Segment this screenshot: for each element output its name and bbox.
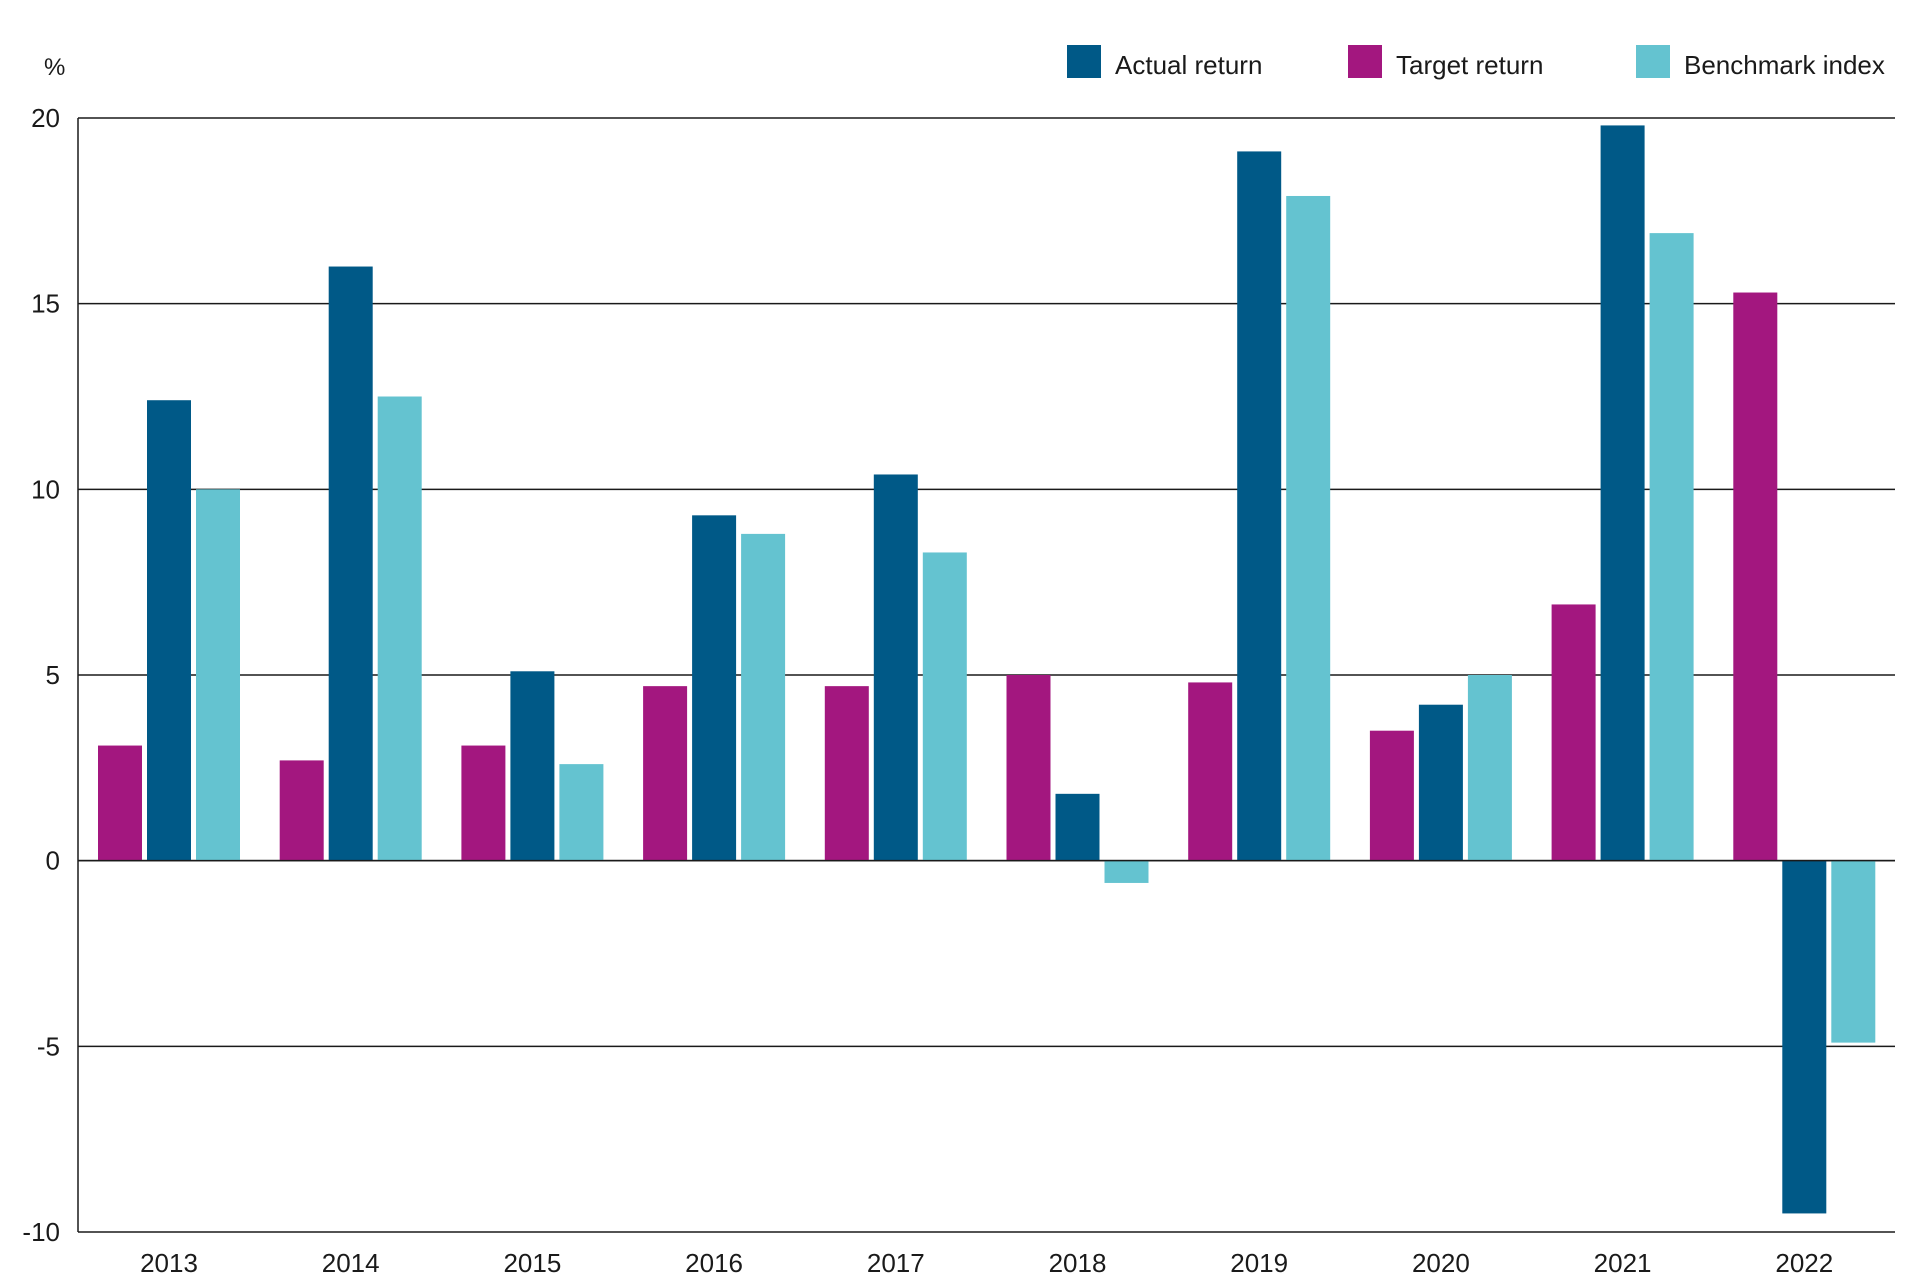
bar-benchmark-index-2019 [1286,195,1331,861]
bar-benchmark-index-2018 [1104,860,1149,883]
x-tick-label: 2015 [503,1248,561,1278]
bar-benchmark-index-2017 [922,552,967,861]
x-tick-label: 2022 [1775,1248,1833,1278]
legend-swatch [1636,45,1670,78]
bar-target-return-2021 [1551,604,1596,861]
bar-target-return-2022 [1733,292,1778,861]
bar-target-return-2019 [1188,682,1233,861]
x-tick-label: 2014 [322,1248,380,1278]
x-tick-label: 2013 [140,1248,198,1278]
x-tick-label: 2018 [1049,1248,1107,1278]
bar-actual-return-2014 [328,266,373,861]
bar-benchmark-index-2020 [1467,675,1512,861]
bar-target-return-2017 [824,686,869,861]
legend-item-label: Actual return [1115,50,1262,80]
bar-actual-return-2015 [510,671,555,861]
bar-benchmark-index-2014 [377,396,422,861]
bar-benchmark-index-2013 [196,489,240,861]
bar-benchmark-index-2022 [1831,860,1876,1043]
y-tick-label: 20 [31,103,60,133]
x-tick-label: 2017 [867,1248,925,1278]
y-tick-label: 0 [46,846,60,876]
bar-target-return-2014 [279,760,324,861]
legend-swatch [1067,45,1101,78]
bar-actual-return-2022 [1782,860,1827,1214]
y-tick-label: 5 [46,660,60,690]
legend: Actual return Target return Benchmark inde… [1067,45,1885,80]
y-tick-label: -5 [37,1031,60,1061]
bar-target-return-2013 [98,745,142,861]
bar-actual-return-2018 [1055,793,1100,861]
x-tick-label: 2020 [1412,1248,1470,1278]
y-axis-label: % [44,54,65,81]
legend-item-label: Benchmark index [1684,50,1885,80]
bar-actual-return-2013 [147,400,191,861]
bar-actual-return-2017 [873,474,918,861]
bar-benchmark-index-2016 [741,533,786,861]
bar-target-return-2020 [1369,730,1414,861]
legend-item-label: Target return [1396,50,1543,80]
bar-benchmark-index-2021 [1649,233,1694,861]
bar-actual-return-2021 [1600,125,1645,861]
y-tick-label: 10 [31,474,60,504]
legend-swatch [1348,45,1382,78]
bar-actual-return-2019 [1237,151,1282,861]
bar-benchmark-index-2015 [559,764,604,861]
bar-actual-return-2020 [1418,704,1463,861]
x-tick-label: 2021 [1594,1248,1652,1278]
bar-target-return-2015 [461,745,506,861]
x-tick-label: 2019 [1230,1248,1288,1278]
bars [98,125,1876,1214]
y-tick-label: 15 [31,289,60,319]
bar-target-return-2016 [643,686,688,861]
bar-actual-return-2016 [692,515,737,861]
x-tick-label: 2016 [685,1248,743,1278]
bar-target-return-2018 [1006,675,1051,861]
y-tick-label: -10 [22,1217,60,1247]
